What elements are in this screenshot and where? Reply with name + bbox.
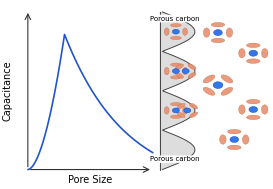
Circle shape bbox=[172, 29, 179, 34]
Circle shape bbox=[214, 30, 222, 36]
Ellipse shape bbox=[177, 112, 185, 118]
Circle shape bbox=[182, 69, 189, 74]
Ellipse shape bbox=[221, 75, 233, 83]
Ellipse shape bbox=[183, 107, 188, 114]
Polygon shape bbox=[160, 12, 195, 170]
Circle shape bbox=[172, 108, 179, 113]
Ellipse shape bbox=[227, 145, 241, 150]
Text: Capacitance: Capacitance bbox=[2, 60, 13, 121]
Ellipse shape bbox=[262, 49, 268, 58]
Ellipse shape bbox=[183, 67, 188, 75]
Ellipse shape bbox=[175, 64, 183, 70]
Circle shape bbox=[213, 82, 223, 88]
Ellipse shape bbox=[170, 63, 181, 66]
Text: Porous carbon: Porous carbon bbox=[150, 156, 199, 162]
Text: Pore Size: Pore Size bbox=[68, 175, 112, 184]
Ellipse shape bbox=[242, 135, 249, 144]
Ellipse shape bbox=[247, 115, 260, 120]
Ellipse shape bbox=[164, 67, 169, 75]
Circle shape bbox=[172, 69, 179, 74]
Ellipse shape bbox=[170, 76, 181, 79]
Circle shape bbox=[184, 108, 191, 113]
Ellipse shape bbox=[203, 75, 215, 83]
Ellipse shape bbox=[239, 49, 245, 58]
Ellipse shape bbox=[203, 87, 215, 95]
Ellipse shape bbox=[189, 112, 198, 118]
Ellipse shape bbox=[221, 87, 233, 95]
Ellipse shape bbox=[170, 102, 181, 106]
Ellipse shape bbox=[164, 28, 169, 35]
Ellipse shape bbox=[211, 38, 225, 43]
Ellipse shape bbox=[170, 115, 181, 119]
Ellipse shape bbox=[188, 73, 196, 78]
Ellipse shape bbox=[183, 28, 188, 35]
Ellipse shape bbox=[189, 103, 198, 109]
Ellipse shape bbox=[262, 105, 268, 114]
Text: Porous carbon: Porous carbon bbox=[150, 15, 199, 22]
Ellipse shape bbox=[175, 73, 183, 78]
Ellipse shape bbox=[170, 36, 181, 40]
Ellipse shape bbox=[219, 135, 226, 144]
Ellipse shape bbox=[227, 129, 241, 134]
Ellipse shape bbox=[177, 103, 185, 109]
Ellipse shape bbox=[164, 107, 169, 114]
Ellipse shape bbox=[170, 24, 181, 27]
Ellipse shape bbox=[188, 64, 196, 70]
Ellipse shape bbox=[211, 22, 225, 27]
Ellipse shape bbox=[247, 43, 260, 48]
Ellipse shape bbox=[247, 59, 260, 63]
Ellipse shape bbox=[247, 99, 260, 104]
Circle shape bbox=[249, 107, 258, 112]
Ellipse shape bbox=[239, 105, 245, 114]
Circle shape bbox=[230, 136, 239, 143]
Circle shape bbox=[249, 50, 258, 56]
Ellipse shape bbox=[203, 28, 210, 37]
Ellipse shape bbox=[226, 28, 233, 37]
